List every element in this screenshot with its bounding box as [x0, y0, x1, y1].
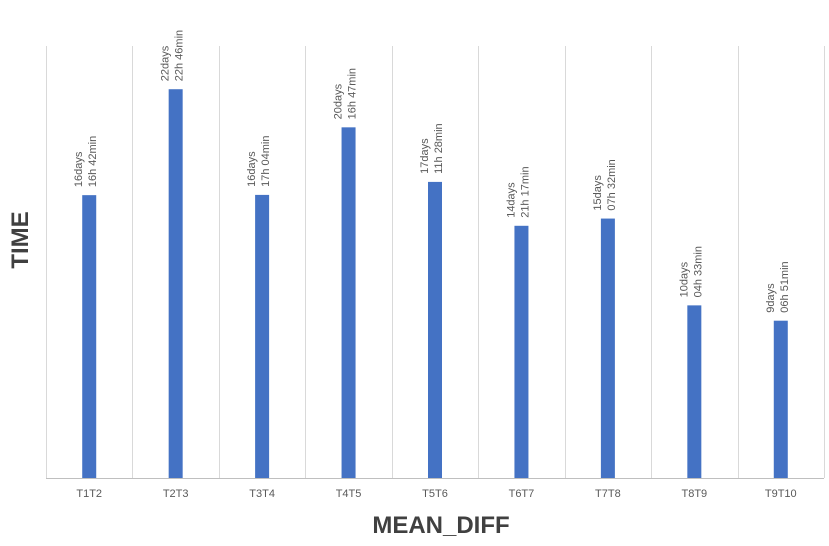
x-tick-label: T5T6 — [422, 488, 448, 500]
y-axis-title: TIME — [7, 211, 34, 268]
data-label-hours: 22h 46min — [174, 30, 186, 81]
data-label-hours: 11h 28min — [433, 123, 445, 174]
grid-layer — [46, 46, 825, 479]
data-label-days: 22days — [160, 45, 172, 81]
x-tick-layer: T1T2 T2T3 T3T4 T4T5 T5T6 T6T7 T7T8 T8T9 T9T10 — [76, 488, 796, 500]
bar-t2t3 — [168, 89, 183, 478]
x-tick-label: T4T5 — [336, 488, 362, 500]
data-label-days: 9days — [765, 283, 777, 313]
bar-t1t2 — [82, 195, 97, 478]
x-tick-label: T2T3 — [163, 488, 189, 500]
bar-t3t4 — [255, 194, 270, 478]
bar-t8t9 — [687, 305, 702, 478]
data-label-hours: 07h 32min — [606, 159, 618, 210]
bar-t9t10 — [773, 320, 788, 478]
x-tick-label: T8T9 — [681, 488, 707, 500]
data-label-days: 17days — [419, 138, 431, 174]
data-label-days: 16days — [246, 151, 258, 187]
data-label-hours: 17h 04min — [260, 136, 272, 187]
data-label-days: 10days — [678, 261, 690, 297]
data-label-days: 16days — [73, 151, 85, 187]
data-label-hours: 06h 51min — [779, 261, 791, 312]
bar-t6t7 — [514, 225, 529, 478]
bar-t7t8 — [600, 218, 615, 479]
data-label-days: 14days — [505, 182, 517, 218]
x-axis-title: MEAN_DIFF — [372, 512, 509, 539]
bar-layer — [82, 89, 788, 479]
x-tick-label: T3T4 — [249, 488, 275, 500]
x-tick-label: T1T2 — [76, 488, 102, 500]
data-label-hours: 21h 17min — [519, 166, 531, 217]
x-tick-label: T7T8 — [595, 488, 621, 500]
data-label-days: 15days — [592, 175, 604, 211]
data-label-hours: 16h 47min — [347, 68, 359, 119]
data-label-hours: 04h 33min — [692, 246, 704, 297]
data-label-days: 20days — [333, 83, 345, 119]
data-label-hours: 16h 42min — [87, 136, 99, 187]
bar-t4t5 — [341, 127, 356, 478]
x-tick-label: T6T7 — [509, 488, 535, 500]
x-tick-label: T9T10 — [765, 488, 797, 500]
bar-t5t6 — [428, 181, 442, 479]
